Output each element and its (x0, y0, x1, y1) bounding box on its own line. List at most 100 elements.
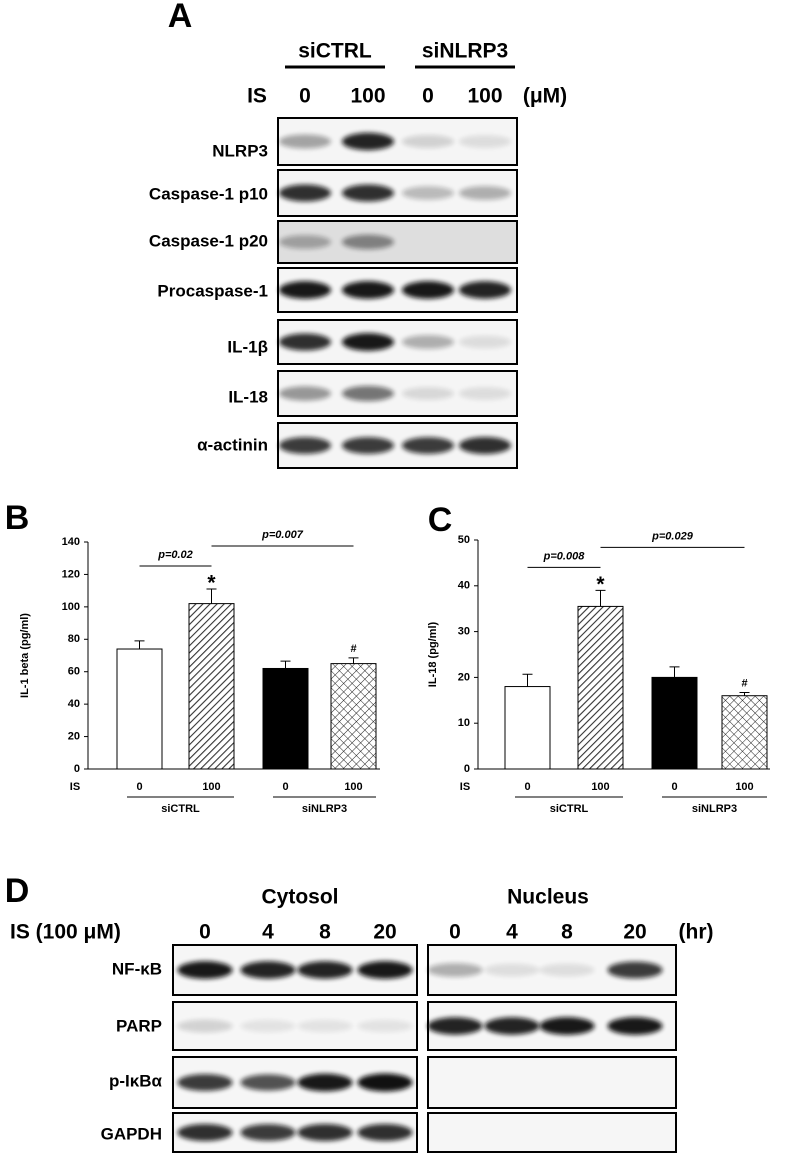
band (484, 1017, 540, 1035)
band (607, 961, 663, 979)
band (402, 281, 454, 299)
treatment-label: IS (100 μM) (10, 921, 121, 944)
band (279, 235, 331, 249)
y-tick-label: 0 (74, 763, 80, 775)
band (297, 961, 353, 979)
band (402, 335, 454, 349)
significance-mark: # (741, 677, 747, 689)
blot-strip (172, 1001, 418, 1051)
y-tick-label: 10 (458, 717, 470, 729)
band (459, 335, 511, 349)
bar (330, 663, 377, 770)
bar (721, 695, 768, 770)
y-tick-label: 40 (458, 580, 470, 592)
band (402, 437, 454, 454)
fraction-label: Nucleus (507, 886, 589, 909)
band (402, 135, 454, 148)
y-tick-label: 40 (68, 698, 80, 710)
blot-strip (427, 1056, 677, 1109)
y-tick-label: 50 (458, 534, 470, 546)
band (279, 437, 331, 454)
fraction-label: Cytosol (261, 886, 338, 909)
bar (651, 676, 698, 770)
blot-label: Caspase-1 p20 (149, 231, 268, 250)
band (342, 281, 394, 299)
bar (504, 686, 551, 770)
band (459, 135, 511, 148)
error-bar (348, 657, 359, 664)
p-value: p=0.008 (543, 550, 586, 562)
band (279, 134, 331, 149)
band (402, 186, 454, 200)
group-label: siNLRP3 (692, 803, 737, 815)
band (357, 1123, 413, 1142)
blot-strip (277, 220, 518, 264)
y-tick-label: 60 (68, 666, 80, 678)
blot-label: NF-κB (112, 959, 162, 978)
error-bar (206, 588, 217, 604)
time-label: 20 (373, 921, 396, 944)
x-tick-label: 0 (136, 781, 142, 793)
panel-label: D (5, 872, 30, 910)
significance-mark: * (596, 573, 605, 596)
blot-strip (427, 1112, 677, 1153)
blot-strip (277, 267, 518, 313)
treatment-label: IS (247, 85, 267, 108)
x-tick-label: 100 (735, 781, 753, 793)
blot-strip (172, 1056, 418, 1109)
x-tick-label: 100 (344, 781, 362, 793)
band (342, 437, 394, 454)
band (177, 1123, 233, 1142)
bar (262, 667, 309, 770)
band (607, 1017, 663, 1035)
band (357, 1019, 413, 1033)
band (297, 1019, 353, 1033)
x-tick-label: 0 (524, 781, 530, 793)
blot-strip (172, 944, 418, 996)
band (459, 387, 511, 400)
blot-strip (427, 944, 677, 996)
band (240, 1019, 296, 1033)
group-label: siCTRL (161, 803, 200, 815)
panel-label: B (5, 499, 30, 537)
blot-label: p-IκBα (109, 1071, 163, 1090)
band (177, 961, 233, 979)
band (177, 1019, 233, 1033)
band (279, 184, 331, 202)
time-label: 8 (319, 921, 331, 944)
y-tick-label: 0 (464, 763, 470, 775)
error-bar (669, 666, 680, 678)
dose-label: 100 (467, 85, 502, 108)
error-bar (595, 589, 606, 607)
blot-box (427, 1112, 677, 1153)
y-axis-label: IL-18 (pg/ml) (427, 621, 439, 687)
group-label: siNLRP3 (302, 803, 347, 815)
time-label: 20 (623, 921, 646, 944)
significance-mark: * (207, 572, 216, 595)
band (342, 184, 394, 202)
band (402, 387, 454, 400)
dose-label: 0 (299, 85, 311, 108)
band (427, 1017, 483, 1035)
y-tick-label: 20 (68, 730, 80, 742)
y-tick-label: 80 (68, 633, 80, 645)
band (357, 961, 413, 979)
dose-label: 0 (422, 85, 434, 108)
band (342, 385, 394, 402)
p-value: p=0.029 (651, 530, 694, 542)
band (459, 436, 511, 455)
band (279, 333, 331, 351)
time-label: 4 (262, 921, 274, 944)
band (279, 386, 331, 401)
blot-label: Caspase-1 p10 (149, 184, 268, 203)
blot-label: IL-18 (228, 387, 268, 406)
y-tick-label: 140 (62, 536, 80, 548)
x-prefix-label: IS (70, 781, 80, 793)
time-label: 4 (506, 921, 518, 944)
unit-label: (hr) (679, 921, 714, 944)
error-bar (134, 640, 145, 650)
band (342, 234, 394, 250)
p-value: p=0.02 (157, 549, 193, 561)
y-tick-label: 100 (62, 601, 80, 613)
blot-strip (277, 319, 518, 365)
